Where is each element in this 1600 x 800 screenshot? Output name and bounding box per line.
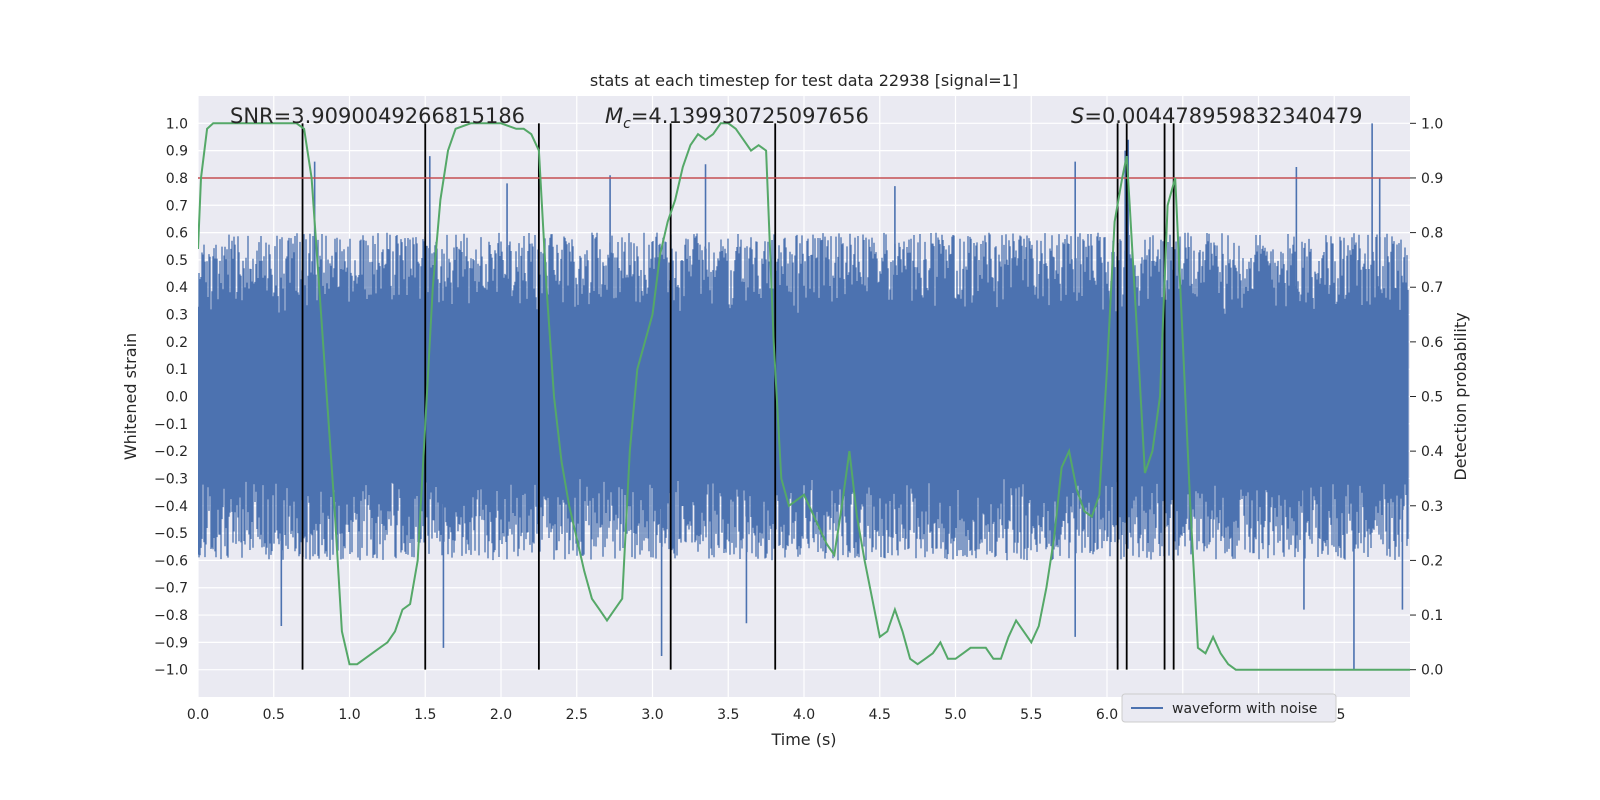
x-tick-label: 4.0 <box>793 707 815 723</box>
legend: waveform with noise <box>1121 693 1337 723</box>
waveform-body <box>198 232 1409 561</box>
x-tick-label: 2.0 <box>490 707 512 723</box>
chart-title: stats at each timestep for test data 229… <box>590 71 1018 90</box>
x-tick-label: 1.5 <box>414 707 436 723</box>
y-tick-label: −0.8 <box>154 608 188 624</box>
y2-tick-label: 0.6 <box>1421 335 1443 351</box>
y-tick-label: −0.2 <box>154 444 188 460</box>
y-tick-label: 0.1 <box>166 362 188 378</box>
y-tick-label: 0.4 <box>166 280 188 296</box>
y-axis-ticks: 1.0 0.9 0.8 0.7 0.6 0.5 0.4 0.3 0.2 0.1 0.0 −0.1 −0.… <box>154 116 188 678</box>
chirp-mass-value: =4.139930725097656 <box>631 104 869 128</box>
y-tick-label: −0.5 <box>154 526 188 542</box>
y-tick-label: 0.8 <box>166 171 188 187</box>
y2-axis-label: Detection probability <box>1451 312 1470 480</box>
legend-label: waveform with noise <box>1172 701 1317 717</box>
y-tick-label: 0.2 <box>166 335 188 351</box>
s-symbol: S <box>1071 104 1084 128</box>
y-tick-label: 0.0 <box>166 390 188 406</box>
y2-tick-label: 0.8 <box>1421 226 1443 242</box>
y-tick-label: −0.3 <box>154 471 188 487</box>
s-annotation: S=0.004478959832340479 <box>1071 104 1362 128</box>
y-tick-label: 1.0 <box>166 116 188 132</box>
x-tick-label: 2.5 <box>566 707 588 723</box>
y-tick-label: 0.6 <box>166 226 188 242</box>
x-tick-label: 4.5 <box>869 707 891 723</box>
y-tick-label: −1.0 <box>154 663 188 679</box>
x-tick-label: 6.0 <box>1096 707 1118 723</box>
x-tick-label: 5.0 <box>944 707 966 723</box>
y-tick-label: −0.1 <box>154 417 188 433</box>
probability-series <box>198 122 1410 671</box>
y-axis-label: Whitened strain <box>121 333 140 460</box>
y2-tick-label: 0.1 <box>1421 608 1443 624</box>
x-tick-label: 0.0 <box>187 707 209 723</box>
chirp-mass-annotation: Mc=4.139930725097656 <box>605 104 869 132</box>
chirp-mass-subscript: c <box>623 116 631 132</box>
y-tick-label: 0.9 <box>166 144 188 160</box>
y2-tick-label: 0.7 <box>1421 280 1443 296</box>
y-tick-label: −0.9 <box>154 635 188 651</box>
x-tick-label: 3.5 <box>717 707 739 723</box>
s-value: =0.004478959832340479 <box>1084 104 1362 128</box>
y2-tick-label: 0.2 <box>1421 553 1443 569</box>
y-tick-label: −0.4 <box>154 499 188 515</box>
y2-tick-label: 0.3 <box>1421 499 1443 515</box>
legend-box <box>1121 693 1337 723</box>
y-tick-label: −0.7 <box>154 581 188 597</box>
chirp-mass-symbol: M <box>605 104 623 128</box>
y-tick-label: 0.3 <box>166 308 188 324</box>
x-tick-label: 3.0 <box>641 707 663 723</box>
x-tick-label: 0.5 <box>263 707 285 723</box>
y-tick-label: −0.6 <box>154 553 188 569</box>
probability-line <box>198 122 1410 671</box>
x-tick-label: 5.5 <box>1020 707 1042 723</box>
y2-tick-label: 1.0 <box>1421 116 1443 132</box>
y-tick-label: 0.7 <box>166 198 188 214</box>
y2-tick-label: 0.4 <box>1421 444 1443 460</box>
x-tick-label: 1.0 <box>338 707 360 723</box>
snr-annotation: SNR=3.9090049266815186 <box>230 104 525 128</box>
vertical-markers <box>301 123 1175 670</box>
y2-tick-label: 0.5 <box>1421 390 1443 406</box>
y2-axis-ticks: 1.0 0.9 0.8 0.7 0.6 0.5 0.4 0.3 0.2 0.1 0.0 <box>1410 116 1443 679</box>
y2-tick-label: 0.0 <box>1421 663 1443 679</box>
y2-tick-label: 0.9 <box>1421 171 1443 187</box>
y-tick-label: 0.5 <box>166 253 188 269</box>
x-axis-label: Time (s) <box>770 730 836 749</box>
